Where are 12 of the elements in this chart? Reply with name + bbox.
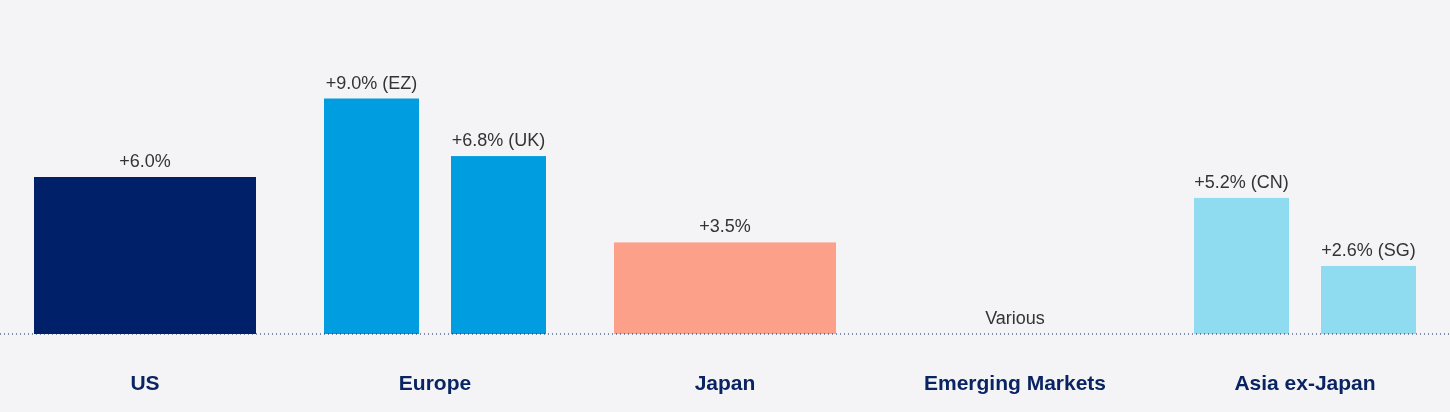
x-tick-label: Europe <box>398 371 472 394</box>
x-tick-label: US <box>130 371 160 394</box>
x-tick-label: Asia ex-Japan <box>1234 371 1376 394</box>
data-label: +6.0% <box>119 151 171 171</box>
data-label: +2.6% (SG) <box>1321 239 1416 260</box>
data-label: +6.8% (UK) <box>451 130 546 151</box>
data-label: +5.2% (CN) <box>1194 171 1289 192</box>
text: Various <box>985 308 1045 328</box>
x-tick-label: Japan <box>694 371 756 394</box>
data-label: +9.0% (EZ) <box>325 72 418 93</box>
x-tick-label: Emerging Markets <box>923 371 1107 394</box>
data-label: +3.5% <box>699 216 751 237</box>
